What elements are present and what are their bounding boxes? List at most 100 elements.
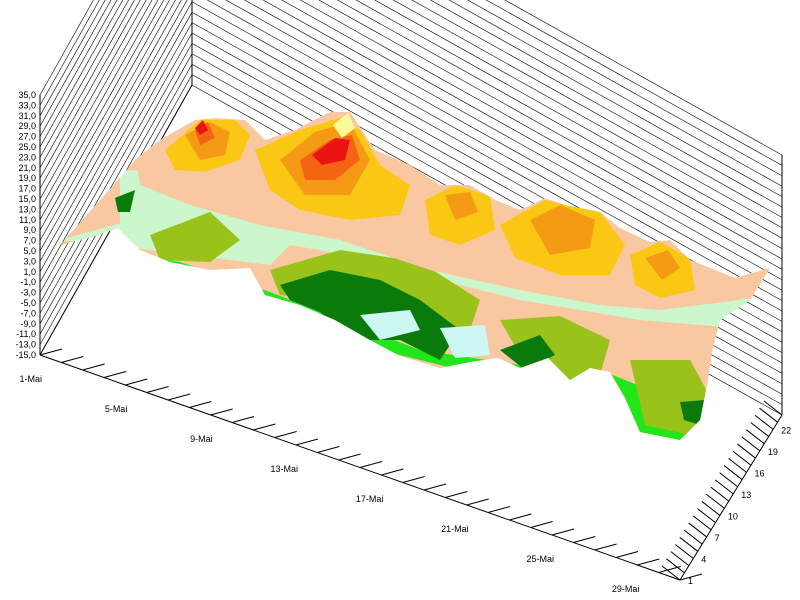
x-tick [615, 551, 639, 558]
x-tick [61, 356, 84, 363]
back-wall-grid-line [429, 0, 783, 197]
back-wall-grid-line [504, 0, 783, 156]
hour-tick [728, 457, 747, 473]
hour-tick-label: 13 [741, 490, 751, 500]
x-tick [530, 521, 553, 528]
hour-tick [754, 414, 774, 430]
hour-tick [661, 565, 681, 581]
left-wall-grid-line [39, 0, 124, 148]
back-wall-grid-line [392, 0, 783, 218]
left-wall-grid-line [39, 0, 188, 262]
left-wall-grid-line [39, 22, 193, 293]
hour-tick [723, 465, 743, 480]
z-tick-label: -13,0 [15, 340, 36, 350]
back-wall-grid-line [243, 0, 783, 301]
z-tick-label: -1,0 [20, 277, 36, 287]
x-tick [82, 363, 105, 371]
x-tick [103, 371, 127, 378]
back-wall-grid-line [262, 0, 783, 291]
x-tick [295, 438, 319, 446]
hour-tick [750, 422, 770, 437]
x-tick-label: 21-Mai [441, 524, 469, 534]
back-wall-grid-line [467, 0, 783, 177]
surface-band [445, 192, 478, 220]
hour-tick-label: 19 [768, 447, 778, 457]
back-wall-grid-line [336, 0, 783, 249]
z-tick-label: 33,0 [18, 100, 36, 110]
x-tick [189, 401, 212, 408]
left-wall-grid-line [39, 0, 135, 168]
left-wall-grid-line [39, 0, 118, 137]
z-tick-label: 11,0 [19, 215, 36, 225]
z-tick-label: 1,0 [23, 267, 36, 277]
x-tick-label: 25-Mai [526, 554, 554, 564]
z-tick-label: 9,0 [23, 225, 36, 235]
left-wall-grid-line [39, 0, 141, 179]
z-tick-label: 19,0 [18, 173, 36, 183]
hour-tick [732, 450, 752, 466]
x-tick [210, 408, 233, 416]
surface-band [680, 400, 705, 425]
back-wall-grid-line [374, 0, 783, 229]
hour-tick [741, 436, 761, 452]
x-tick [445, 491, 468, 498]
surface-band [115, 190, 135, 212]
hour-tick [714, 479, 734, 495]
hour-tick [679, 536, 699, 552]
z-tick-label: 23,0 [18, 152, 36, 162]
z-tick-label: 21,0 [18, 163, 36, 173]
surface-band [150, 212, 240, 262]
x-tick-label: 17-Mai [356, 494, 384, 504]
x-tick-label: 5-Mai [105, 404, 128, 414]
surface-band [360, 310, 420, 340]
z-tick-label: 17,0 [18, 184, 36, 194]
left-wall-grid-line [39, 0, 94, 96]
left-wall-grid-line [39, 0, 100, 106]
x-tick [167, 393, 191, 401]
x-tick [402, 476, 425, 483]
left-wall-grid-line [39, 0, 112, 127]
surface-band [312, 138, 350, 165]
back-wall-grid-line [485, 0, 783, 166]
x-tick [487, 506, 511, 513]
hour-tick [745, 429, 765, 445]
z-tick-label: 31,0 [18, 111, 36, 121]
hour-tick-label: 10 [728, 511, 738, 521]
z-tick-label: 7,0 [23, 236, 36, 246]
z-tick-label: 13,0 [18, 204, 36, 214]
hour-tick-label: 1 [688, 576, 693, 586]
back-wall-grid-line [411, 0, 783, 208]
surface-band [195, 120, 208, 135]
left-wall-grid-line [39, 0, 147, 189]
hour-tick [666, 558, 685, 574]
hour-tick [719, 472, 738, 488]
back-wall-grid-line [299, 0, 783, 270]
z-tick-label: 29,0 [18, 121, 36, 131]
x-tick [274, 431, 297, 438]
surface-band [333, 113, 355, 138]
x-tick-label: 13-Mai [270, 464, 298, 474]
hour-tick [670, 551, 690, 567]
left-wall-grid-line [39, 32, 193, 304]
left-wall-grid-line [39, 0, 170, 231]
hour-tick [710, 486, 730, 502]
hour-tick [759, 407, 778, 423]
x-tick [317, 446, 340, 453]
left-wall-grid-line [39, 0, 182, 252]
z-tick-label: -5,0 [20, 298, 36, 308]
tick-labels: 35,033,031,029,027,025,023,021,019,017,0… [15, 90, 791, 594]
hour-tick [701, 501, 721, 516]
x-tick-label: 9-Mai [190, 434, 213, 444]
x-tick [509, 513, 532, 521]
x-tick [253, 423, 276, 431]
z-tick-label: 15,0 [18, 194, 36, 204]
x-tick [39, 348, 63, 356]
x-tick [637, 558, 660, 566]
z-tick-label: 25,0 [18, 142, 36, 152]
z-tick-label: -15,0 [15, 350, 36, 360]
x-tick [423, 483, 447, 491]
hour-tick [674, 544, 694, 559]
hour-tick [692, 515, 712, 531]
surface-band [530, 205, 595, 255]
